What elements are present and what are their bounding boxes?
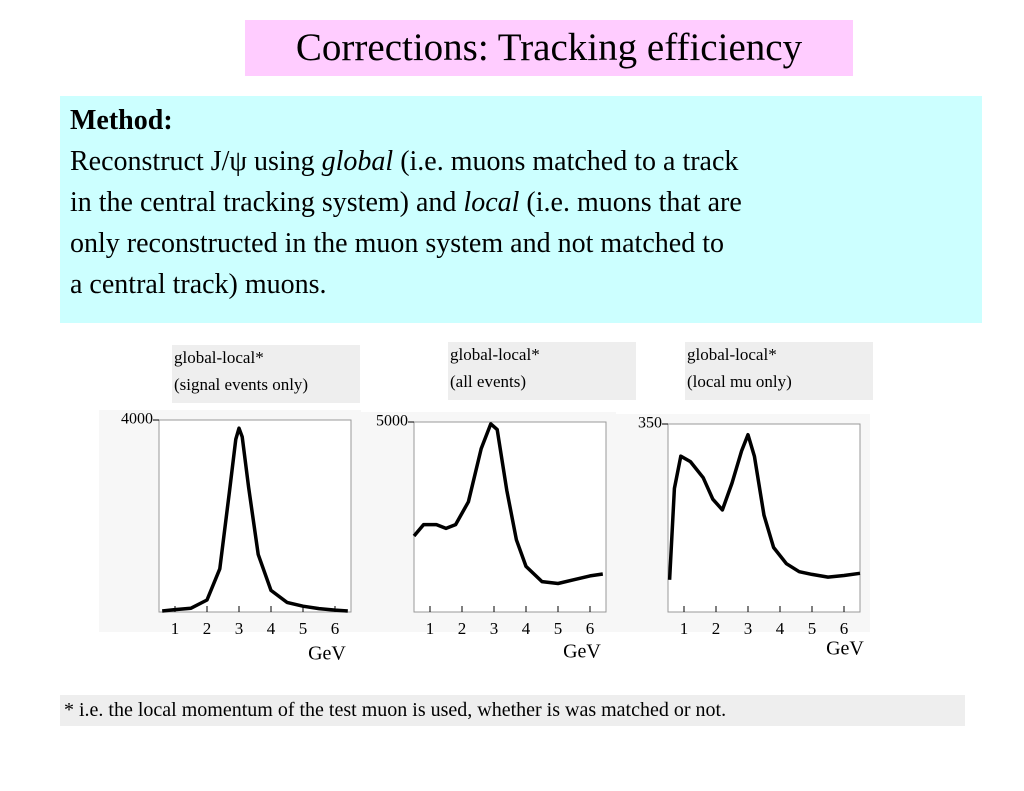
- x-tick-label: 4: [267, 619, 276, 638]
- y-tick-label: 4000: [121, 411, 153, 428]
- y-tick-label: 350: [638, 415, 662, 432]
- y-tick-label: 5000: [376, 413, 408, 430]
- x-axis-label: GeV: [563, 641, 601, 663]
- x-tick-label: 2: [203, 619, 212, 638]
- text: Reconstruct J/ψ using: [70, 146, 322, 177]
- footnote: * i.e. the local momentum of the test mu…: [60, 695, 965, 726]
- caption-background: [685, 342, 873, 400]
- slide-title: Corrections: Tracking efficiency: [245, 20, 853, 76]
- method-line: in the central tracking system) and loca…: [70, 182, 972, 223]
- plot-caption: global-local*: [450, 345, 540, 364]
- method-line: only reconstructed in the muon system an…: [70, 228, 724, 259]
- text: (i.e. muons that are: [519, 187, 742, 218]
- text-italic: global: [321, 146, 394, 177]
- x-tick-label: 4: [522, 619, 531, 638]
- x-tick-label: 1: [680, 619, 689, 638]
- x-tick-label: 3: [744, 619, 753, 638]
- plot-caption: (local mu only): [687, 372, 792, 391]
- x-tick-label: 1: [171, 619, 180, 638]
- x-tick-label: 3: [235, 619, 244, 638]
- plot-caption: global-local*: [174, 348, 264, 367]
- text: in the central tracking system) and: [70, 187, 464, 218]
- x-tick-label: 5: [808, 619, 817, 638]
- x-axis-label: GeV: [308, 643, 346, 665]
- x-tick-label: 4: [776, 619, 785, 638]
- x-tick-label: 5: [554, 619, 563, 638]
- x-tick-label: 6: [586, 619, 595, 638]
- x-tick-label: 2: [458, 619, 467, 638]
- caption-background: [172, 345, 360, 403]
- method-box: Method: Reconstruct J/ψ using global (i.…: [60, 96, 982, 323]
- method-line: a central track) muons.: [70, 269, 327, 300]
- method-line: Reconstruct J/ψ using global (i.e. muons…: [70, 141, 972, 182]
- plot-frame: [413, 421, 607, 613]
- plot-caption: (signal events only): [174, 375, 308, 394]
- x-tick-label: 5: [299, 619, 308, 638]
- x-tick-label: 6: [331, 619, 340, 638]
- x-tick-label: 1: [426, 619, 435, 638]
- x-tick-label: 6: [840, 619, 849, 638]
- text-italic: local: [463, 187, 520, 218]
- plot-frame: [158, 419, 352, 613]
- x-tick-label: 3: [490, 619, 499, 638]
- x-tick-label: 2: [712, 619, 721, 638]
- histogram-curve: [162, 426, 348, 613]
- caption-background: [448, 342, 636, 400]
- plot-caption: global-local*: [687, 345, 777, 364]
- method-heading: Method:: [70, 105, 173, 136]
- histogram-curve: [667, 432, 861, 580]
- plot-caption: (all events): [450, 372, 526, 391]
- histogram-curve: [412, 422, 604, 586]
- text: (i.e. muons matched to a track: [393, 146, 739, 177]
- x-axis-label: GeV: [826, 638, 864, 660]
